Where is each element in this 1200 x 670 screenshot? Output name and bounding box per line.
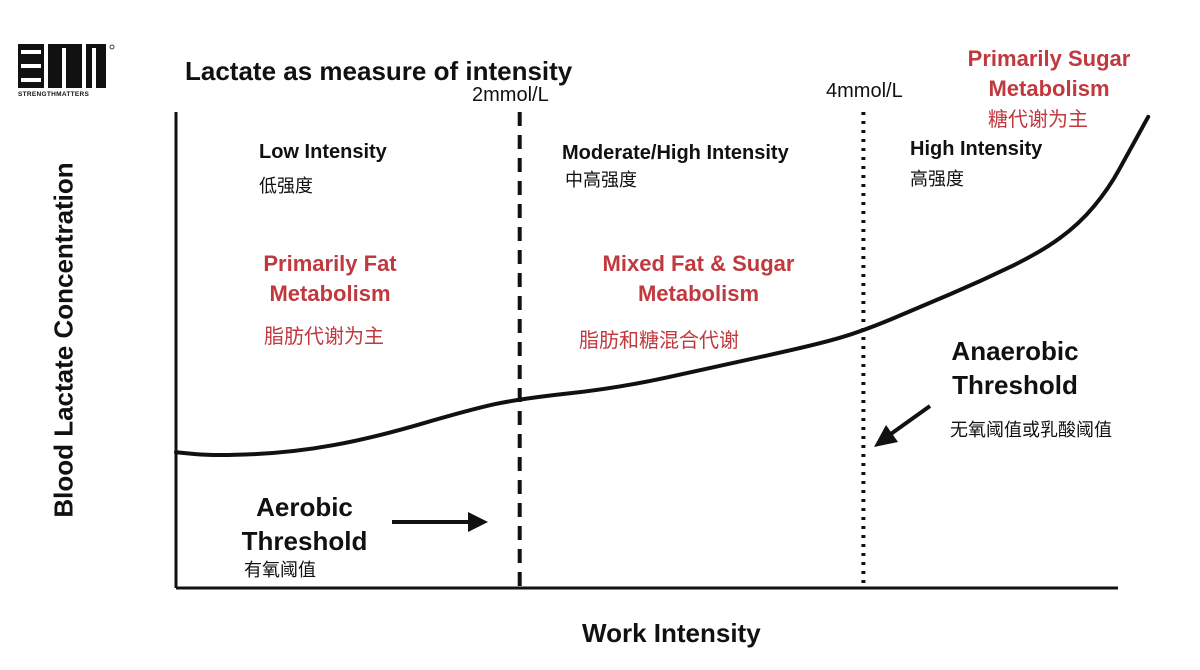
zone-moderate-metabolism: Mixed Fat & Sugar Metabolism bbox=[602, 251, 795, 306]
threshold-label-4mmol: 4mmol/L bbox=[826, 80, 903, 102]
zone-moderate-label: Moderate/High Intensity bbox=[562, 142, 789, 164]
anaerobic-threshold-label-cn: 无氧阈值或乳酸阈值 bbox=[950, 420, 1112, 440]
x-axis-label: Work Intensity bbox=[582, 618, 761, 648]
anaerobic-threshold-label: Anaerobic Threshold bbox=[951, 336, 1079, 400]
anaerobic-arrow-head bbox=[874, 425, 898, 447]
zone-low-label: Low Intensity bbox=[259, 141, 387, 163]
aerobic-threshold-label-cn: 有氧阈值 bbox=[244, 560, 316, 580]
chart-title: Lactate as measure of intensity bbox=[185, 56, 573, 86]
zone-high-label-cn: 高强度 bbox=[910, 169, 964, 189]
zone-moderate-metabolism-cn: 脂肪和糖混合代谢 bbox=[579, 330, 739, 352]
aerobic-threshold-label: Aerobic Threshold bbox=[241, 492, 368, 556]
anaerobic-arrow-shaft bbox=[886, 404, 932, 438]
logo-text: STRENGTHMATTERS bbox=[18, 91, 90, 98]
zone-high-metabolism-cn: 糖代谢为主 bbox=[988, 109, 1088, 131]
zone-moderate-label-cn: 中高强度 bbox=[565, 170, 637, 190]
zone-low-metabolism-cn: 脂肪代谢为主 bbox=[264, 326, 384, 348]
zone-high-metabolism: Primarily Sugar Metabolism bbox=[967, 46, 1131, 101]
zone-low-metabolism: Primarily Fat Metabolism bbox=[263, 251, 397, 306]
threshold-label-2mmol: 2mmol/L bbox=[472, 84, 549, 106]
zone-high-label: High Intensity bbox=[910, 138, 1043, 160]
strengthmatters-logo bbox=[18, 44, 115, 88]
zone-low-label-cn: 低强度 bbox=[259, 176, 313, 196]
aerobic-arrow-head bbox=[468, 512, 488, 532]
lactate-curve bbox=[174, 114, 1151, 457]
